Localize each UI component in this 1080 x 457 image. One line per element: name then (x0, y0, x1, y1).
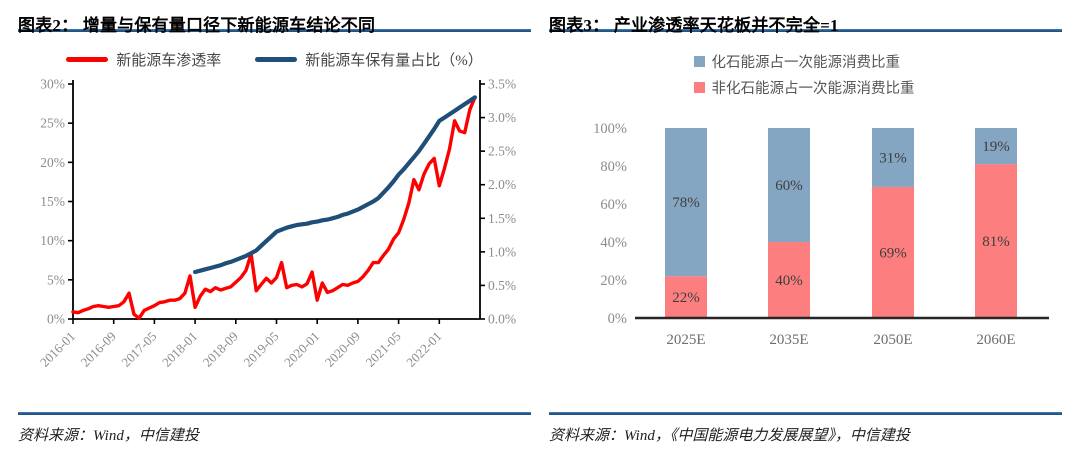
x-axis-tick-label: 2016-01 (37, 329, 78, 370)
figure-3-footer-rule (549, 412, 1062, 415)
left-axis-tick-label: 20% (40, 155, 65, 170)
legend-label-fossil: 化石能源占一次能源消费比重 (711, 54, 901, 71)
legend-label-penetration: 新能源车渗透率 (116, 52, 222, 69)
bar-value-label: 31% (879, 150, 907, 166)
bar-value-label: 78% (672, 195, 700, 211)
figure-2-panel: 图表2： 增量与保有量口径下新能源车结论不同 新能源车渗透率 新能源车保有量占比… (18, 16, 531, 445)
bar-value-label: 19% (982, 139, 1010, 155)
x-axis-tick-label: 2018-09 (200, 329, 241, 370)
bar-category-label: 2025E (666, 332, 705, 348)
bar-category-label: 2035E (769, 332, 808, 348)
left-axis-tick-label: 15% (40, 194, 65, 209)
red-line-sample-icon (66, 56, 109, 62)
figure-3-footer: 资料来源：Wind，《中国能源电力发展展望》，中信建投 (549, 412, 1062, 445)
x-axis-tick-label: 2020-09 (322, 329, 363, 370)
legend-item-ownership: 新能源车保有量占比（%） (255, 49, 483, 70)
right-axis-tick-label: 0.5% (488, 278, 516, 293)
figure-2-title-rule (18, 29, 531, 32)
figure-2-source: 资料来源：Wind，中信建投 (18, 428, 199, 444)
bar-value-label: 40% (775, 273, 803, 289)
energy-mix-stacked-bar-chart: 0% 20% 40% 60% 80% 100% 22% 78% 2025E 40% 60% 2035E… (593, 121, 1049, 348)
right-axis-tick-label: 0.0% (488, 312, 516, 327)
legend-item-fossil: 化石能源占一次能源消费比重 (693, 52, 918, 71)
figure-2-footer-rule (18, 412, 531, 415)
bar-category-label: 2050E (873, 332, 912, 348)
bar-segment-nonfossil (768, 242, 810, 318)
bar-segment-nonfossil (975, 164, 1017, 318)
figure-3-source: 资料来源：Wind，《中国能源电力发展展望》，中信建投 (549, 428, 910, 444)
left-axis-tick-label: 10% (40, 233, 65, 248)
figure-2-title: 图表2： 增量与保有量口径下新能源车结论不同 (18, 16, 376, 35)
bar-segment-nonfossil (665, 276, 707, 318)
legend-item-penetration: 新能源车渗透率 (66, 49, 221, 70)
bar-category-label: 2060E (976, 332, 1015, 348)
figure-3-title-rule (549, 29, 1062, 32)
bar-value-label: 60% (775, 178, 803, 194)
left-axis-tick-label: 30% (40, 77, 65, 92)
figure-3-title: 图表3： 产业渗透率天花板并不完全=1 (549, 16, 839, 35)
legend-label-nonfossil: 非化石能源占一次能源消费比重 (711, 80, 915, 97)
bar-value-label: 69% (879, 245, 907, 261)
legend-label-ownership: 新能源车保有量占比（%） (305, 52, 483, 69)
bar-segment-fossil (872, 128, 914, 187)
bar-y-tick-label: 80% (600, 159, 627, 175)
x-axis-tick-label: 2018-01 (159, 329, 200, 370)
blue-line-sample-icon (255, 56, 298, 62)
x-axis-tick-label: 2021-05 (362, 329, 403, 370)
right-axis-tick-label: 1.0% (488, 244, 516, 259)
legend-item-nonfossil: 非化石能源占一次能源消费比重 (693, 78, 918, 97)
bar-y-tick-label: 0% (608, 311, 627, 327)
left-axis-tick-label: 25% (40, 116, 65, 131)
bar-segment-nonfossil (872, 186, 914, 318)
right-axis-tick-label: 1.5% (488, 211, 516, 226)
right-axis-tick-label: 3.0% (488, 110, 516, 125)
figure-2-footer: 资料来源：Wind，中信建投 (18, 412, 531, 445)
bar-value-label: 81% (982, 234, 1010, 250)
bar-segment-fossil (975, 128, 1017, 165)
nev-penetration-line-chart: 0% 5% 10% 15% 20% 25% 30% 0.0% 0.5% 1.0% 1.5% 2.0% 2… (37, 77, 516, 370)
x-axis-tick-label: 2019-05 (240, 329, 281, 370)
ownership-share-line (193, 95, 477, 275)
bar-segment-fossil (665, 128, 707, 277)
bar-y-tick-label: 40% (600, 235, 627, 251)
penetration-line (71, 95, 477, 320)
figure-3-panel: 图表3： 产业渗透率天花板并不完全=1 化石能源占一次能源消费比重 非化石能源占… (540, 0, 1080, 457)
nonfossil-swatch-icon (693, 81, 705, 93)
bar-y-tick-label: 20% (600, 273, 627, 289)
fossil-swatch-icon (693, 55, 705, 67)
bar-y-tick-label: 100% (593, 121, 627, 137)
left-axis-tick-label: 5% (47, 272, 65, 287)
right-axis-tick-label: 2.5% (488, 144, 516, 159)
right-axis-tick-label: 2.0% (488, 177, 516, 192)
left-axis-tick-label: 0% (47, 312, 65, 327)
right-axis-tick-label: 3.5% (488, 77, 516, 92)
bar-chart-legend: 化石能源占一次能源消费比重 非化石能源占一次能源消费比重 (549, 52, 1062, 97)
x-axis-tick-label: 2022-01 (403, 329, 444, 370)
bar-segment-fossil (768, 128, 810, 242)
bar-y-tick-label: 60% (600, 197, 627, 213)
x-axis-tick-label: 2016-09 (78, 329, 119, 370)
line-chart-legend: 新能源车渗透率 新能源车保有量占比（%） (18, 48, 531, 70)
bar-value-label: 22% (672, 290, 700, 306)
x-axis-tick-label: 2020-01 (281, 329, 322, 370)
x-axis-tick-label: 2017-05 (118, 329, 159, 370)
